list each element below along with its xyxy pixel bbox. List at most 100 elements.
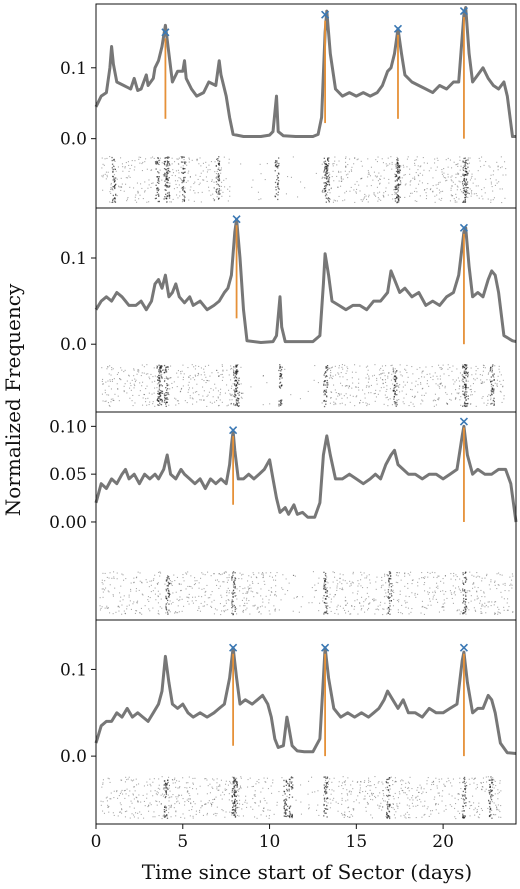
- event-point: [491, 801, 493, 803]
- event-point: [456, 610, 458, 612]
- event-point: [172, 794, 174, 796]
- event-point: [473, 778, 475, 780]
- event-point: [325, 591, 327, 593]
- event-point: [333, 790, 335, 792]
- event-point-dense: [114, 200, 116, 202]
- event-point: [453, 575, 455, 577]
- event-point-dense: [161, 399, 163, 402]
- event-point-dense: [323, 585, 325, 587]
- event-point-dense: [155, 162, 157, 164]
- event-point-dense: [326, 781, 329, 784]
- event-point: [338, 195, 340, 197]
- event-point: [234, 606, 236, 608]
- event-point: [330, 391, 332, 393]
- event-point: [344, 192, 346, 194]
- event-point-dense: [164, 816, 166, 818]
- event-point: [458, 173, 460, 175]
- event-point: [481, 381, 483, 383]
- event-point: [113, 797, 115, 799]
- event-point: [451, 185, 453, 187]
- event-point-dense: [491, 795, 493, 797]
- event-point: [469, 807, 471, 809]
- event-point: [322, 586, 324, 588]
- event-point: [263, 580, 265, 582]
- event-point: [432, 185, 434, 187]
- event-point-dense: [158, 388, 160, 390]
- event-point: [386, 613, 388, 615]
- event-point: [179, 786, 181, 788]
- event-point-dense: [397, 163, 400, 165]
- event-point: [388, 602, 390, 604]
- event-point: [154, 587, 156, 589]
- event-point: [104, 400, 106, 402]
- event-point: [359, 791, 361, 793]
- event-point-dense: [326, 776, 329, 778]
- event-point-dense: [235, 371, 237, 373]
- event-point: [479, 602, 481, 604]
- event-point: [237, 378, 239, 380]
- event-point: [333, 163, 335, 165]
- event-point: [422, 805, 424, 807]
- event-point: [460, 788, 462, 790]
- event-point: [451, 795, 453, 797]
- event-point-dense: [232, 574, 234, 576]
- event-point: [482, 198, 484, 200]
- event-point: [364, 393, 366, 395]
- event-point: [175, 811, 177, 813]
- event-point: [422, 370, 424, 372]
- event-point-dense: [165, 790, 167, 792]
- event-point-dense: [112, 201, 114, 203]
- event-point: [189, 189, 191, 191]
- event-point: [508, 606, 510, 608]
- event-point-dense: [168, 583, 170, 585]
- event-point: [189, 798, 191, 800]
- event-point: [341, 812, 343, 814]
- event-point: [194, 368, 196, 370]
- event-point-dense: [235, 812, 237, 814]
- event-point: [476, 809, 478, 811]
- event-point-dense: [233, 581, 235, 584]
- event-point: [394, 368, 396, 370]
- event-point-dense: [274, 181, 277, 184]
- x-tick-label: 5: [177, 832, 188, 852]
- event-point: [422, 174, 424, 176]
- event-point-dense: [398, 170, 400, 172]
- event-point: [408, 790, 410, 792]
- event-point-dense: [327, 198, 329, 200]
- event-point: [480, 608, 482, 610]
- event-point: [265, 815, 267, 817]
- event-point: [128, 374, 130, 376]
- event-point-dense: [164, 784, 167, 786]
- event-point: [336, 579, 338, 581]
- event-point-dense: [231, 604, 233, 606]
- event-point: [268, 610, 270, 612]
- event-point: [405, 817, 407, 819]
- event-point: [158, 164, 160, 166]
- event-point-dense: [159, 392, 161, 394]
- event-point: [459, 589, 461, 591]
- event-point-dense: [168, 186, 170, 188]
- event-point: [171, 796, 173, 798]
- event-point: [447, 368, 449, 370]
- event-point-dense: [290, 776, 293, 778]
- event-point: [206, 793, 208, 795]
- event-point: [476, 784, 478, 786]
- event-point-dense: [285, 784, 287, 786]
- event-point: [123, 390, 125, 392]
- event-point: [193, 200, 195, 202]
- event-point: [131, 802, 133, 804]
- event-point-dense: [182, 180, 184, 182]
- event-point: [443, 810, 445, 812]
- event-point: [194, 580, 196, 582]
- event-point-dense: [163, 175, 165, 177]
- event-point-dense: [387, 808, 389, 810]
- event-point: [223, 572, 225, 574]
- event-point: [481, 195, 483, 197]
- event-point: [109, 405, 111, 407]
- event-point: [131, 160, 133, 162]
- event-point-dense: [325, 786, 327, 788]
- event-point: [176, 400, 178, 402]
- peak-marker: [393, 24, 403, 33]
- event-point: [137, 190, 139, 192]
- event-point: [441, 795, 443, 797]
